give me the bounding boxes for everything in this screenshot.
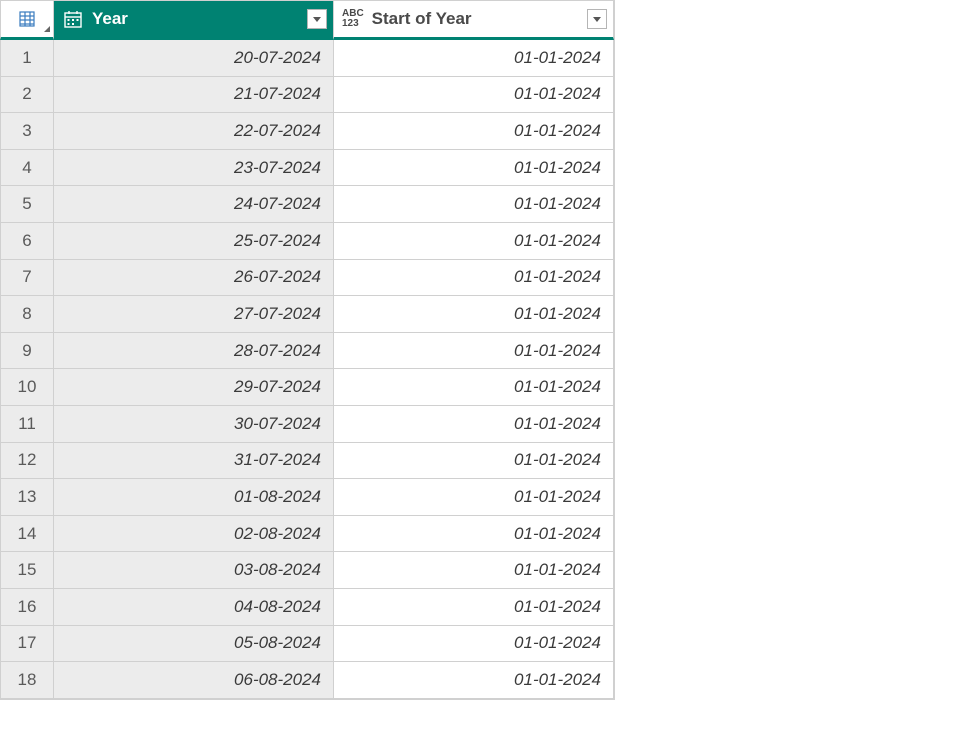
cell-year[interactable]: 24-07-2024 xyxy=(54,186,334,223)
cell-year[interactable]: 02-08-2024 xyxy=(54,516,334,553)
cell-year[interactable]: 06-08-2024 xyxy=(54,662,334,699)
table-row[interactable]: 1029-07-202401-01-2024 xyxy=(0,369,614,406)
table-row[interactable]: 120-07-202401-01-2024 xyxy=(0,40,614,77)
cell-year[interactable]: 31-07-2024 xyxy=(54,443,334,480)
row-number[interactable]: 2 xyxy=(0,77,54,114)
row-number[interactable]: 14 xyxy=(0,516,54,553)
row-number[interactable]: 4 xyxy=(0,150,54,187)
cell-year[interactable]: 05-08-2024 xyxy=(54,626,334,663)
cell-start[interactable]: 01-01-2024 xyxy=(334,662,614,699)
table-row[interactable]: 1402-08-202401-01-2024 xyxy=(0,516,614,553)
header-row: Year ABC 123 Start of Year xyxy=(0,0,614,40)
column-filter-button[interactable] xyxy=(307,9,327,29)
row-number[interactable]: 13 xyxy=(0,479,54,516)
column-filter-button[interactable] xyxy=(587,9,607,29)
cell-year[interactable]: 01-08-2024 xyxy=(54,479,334,516)
table-row[interactable]: 1231-07-202401-01-2024 xyxy=(0,443,614,480)
123-text: 123 xyxy=(342,19,364,29)
cell-start[interactable]: 01-01-2024 xyxy=(334,479,614,516)
column-header-start-of-year[interactable]: ABC 123 Start of Year xyxy=(334,0,614,40)
cell-year[interactable]: 29-07-2024 xyxy=(54,369,334,406)
table-row[interactable]: 726-07-202401-01-2024 xyxy=(0,260,614,297)
cell-year[interactable]: 23-07-2024 xyxy=(54,150,334,187)
select-all-corner[interactable] xyxy=(0,0,54,40)
table-row[interactable]: 1503-08-202401-01-2024 xyxy=(0,552,614,589)
cell-start[interactable]: 01-01-2024 xyxy=(334,296,614,333)
cell-start[interactable]: 01-01-2024 xyxy=(334,516,614,553)
cell-start[interactable]: 01-01-2024 xyxy=(334,589,614,626)
table-row[interactable]: 423-07-202401-01-2024 xyxy=(0,150,614,187)
row-number[interactable]: 18 xyxy=(0,662,54,699)
row-number[interactable]: 6 xyxy=(0,223,54,260)
table-row[interactable]: 928-07-202401-01-2024 xyxy=(0,333,614,370)
row-number[interactable]: 15 xyxy=(0,552,54,589)
cell-year[interactable]: 26-07-2024 xyxy=(54,260,334,297)
row-number[interactable]: 9 xyxy=(0,333,54,370)
column-label: Year xyxy=(92,9,307,29)
cell-start[interactable]: 01-01-2024 xyxy=(334,333,614,370)
corner-dropdown-icon xyxy=(44,26,50,32)
chevron-down-icon xyxy=(592,14,602,24)
cell-year[interactable]: 22-07-2024 xyxy=(54,113,334,150)
row-number[interactable]: 11 xyxy=(0,406,54,443)
table-row[interactable]: 1806-08-202401-01-2024 xyxy=(0,662,614,699)
data-grid: Year ABC 123 Start of Year 120-07-202401… xyxy=(0,0,615,700)
column-header-year[interactable]: Year xyxy=(54,0,334,40)
row-number[interactable]: 16 xyxy=(0,589,54,626)
cell-start[interactable]: 01-01-2024 xyxy=(334,626,614,663)
cell-start[interactable]: 01-01-2024 xyxy=(334,369,614,406)
table-row[interactable]: 322-07-202401-01-2024 xyxy=(0,113,614,150)
row-number[interactable]: 3 xyxy=(0,113,54,150)
cell-year[interactable]: 03-08-2024 xyxy=(54,552,334,589)
cell-year[interactable]: 27-07-2024 xyxy=(54,296,334,333)
cell-start[interactable]: 01-01-2024 xyxy=(334,260,614,297)
cell-year[interactable]: 28-07-2024 xyxy=(54,333,334,370)
table-icon xyxy=(19,11,35,27)
cell-year[interactable]: 04-08-2024 xyxy=(54,589,334,626)
row-number[interactable]: 17 xyxy=(0,626,54,663)
cell-year[interactable]: 21-07-2024 xyxy=(54,77,334,114)
cell-start[interactable]: 01-01-2024 xyxy=(334,223,614,260)
cell-start[interactable]: 01-01-2024 xyxy=(334,77,614,114)
cell-start[interactable]: 01-01-2024 xyxy=(334,113,614,150)
table-row[interactable]: 221-07-202401-01-2024 xyxy=(0,77,614,114)
table-row[interactable]: 625-07-202401-01-2024 xyxy=(0,223,614,260)
cell-year[interactable]: 30-07-2024 xyxy=(54,406,334,443)
row-number[interactable]: 5 xyxy=(0,186,54,223)
row-number[interactable]: 10 xyxy=(0,369,54,406)
cell-start[interactable]: 01-01-2024 xyxy=(334,443,614,480)
table-row[interactable]: 1705-08-202401-01-2024 xyxy=(0,626,614,663)
cell-year[interactable]: 20-07-2024 xyxy=(54,40,334,77)
cell-start[interactable]: 01-01-2024 xyxy=(334,406,614,443)
table-row[interactable]: 1301-08-202401-01-2024 xyxy=(0,479,614,516)
cell-start[interactable]: 01-01-2024 xyxy=(334,552,614,589)
chevron-down-icon xyxy=(312,14,322,24)
table-row[interactable]: 1604-08-202401-01-2024 xyxy=(0,589,614,626)
date-type-icon xyxy=(62,8,84,30)
column-label: Start of Year xyxy=(372,9,587,29)
any-type-icon: ABC 123 xyxy=(342,9,364,29)
table-row[interactable]: 524-07-202401-01-2024 xyxy=(0,186,614,223)
row-number[interactable]: 7 xyxy=(0,260,54,297)
row-number[interactable]: 1 xyxy=(0,40,54,77)
rows-container: 120-07-202401-01-2024221-07-202401-01-20… xyxy=(0,40,614,699)
table-row[interactable]: 1130-07-202401-01-2024 xyxy=(0,406,614,443)
cell-year[interactable]: 25-07-2024 xyxy=(54,223,334,260)
row-number[interactable]: 12 xyxy=(0,443,54,480)
cell-start[interactable]: 01-01-2024 xyxy=(334,186,614,223)
row-number[interactable]: 8 xyxy=(0,296,54,333)
cell-start[interactable]: 01-01-2024 xyxy=(334,40,614,77)
table-row[interactable]: 827-07-202401-01-2024 xyxy=(0,296,614,333)
cell-start[interactable]: 01-01-2024 xyxy=(334,150,614,187)
